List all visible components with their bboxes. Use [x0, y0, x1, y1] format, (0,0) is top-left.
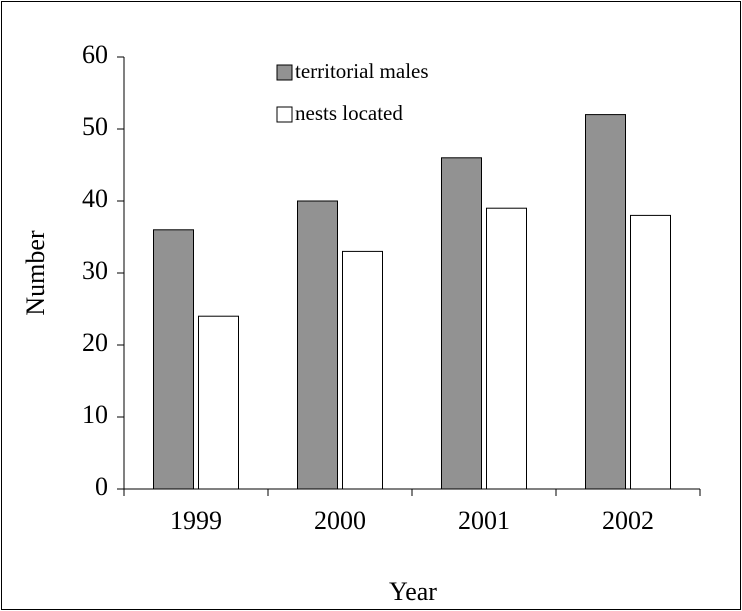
bar	[297, 200, 338, 490]
x-tick-label: 1999	[170, 506, 222, 535]
x-axis-title: Year	[389, 577, 437, 606]
y-tick-label: 60	[82, 40, 108, 69]
y-tick-label: 20	[82, 328, 108, 357]
x-tick-label: 2002	[602, 506, 654, 535]
bar	[441, 157, 482, 490]
bar	[198, 315, 239, 490]
legend-swatch	[276, 64, 293, 81]
x-tick-label: 2000	[314, 506, 366, 535]
legend-label: nests located	[295, 101, 403, 125]
x-tick-label: 2001	[458, 506, 510, 535]
legend-swatch	[276, 106, 293, 123]
bar	[585, 114, 626, 490]
bar	[630, 214, 671, 490]
y-tick-label: 10	[82, 400, 108, 429]
y-tick-label: 30	[82, 256, 108, 285]
legend-label: territorial males	[295, 59, 429, 83]
bar	[153, 229, 194, 490]
bar	[486, 207, 527, 490]
y-tick-label: 40	[82, 184, 108, 213]
bar	[342, 250, 383, 490]
y-axis-title: Number	[21, 230, 50, 316]
y-tick-label: 50	[82, 112, 108, 141]
y-tick-label: 0	[95, 472, 108, 501]
